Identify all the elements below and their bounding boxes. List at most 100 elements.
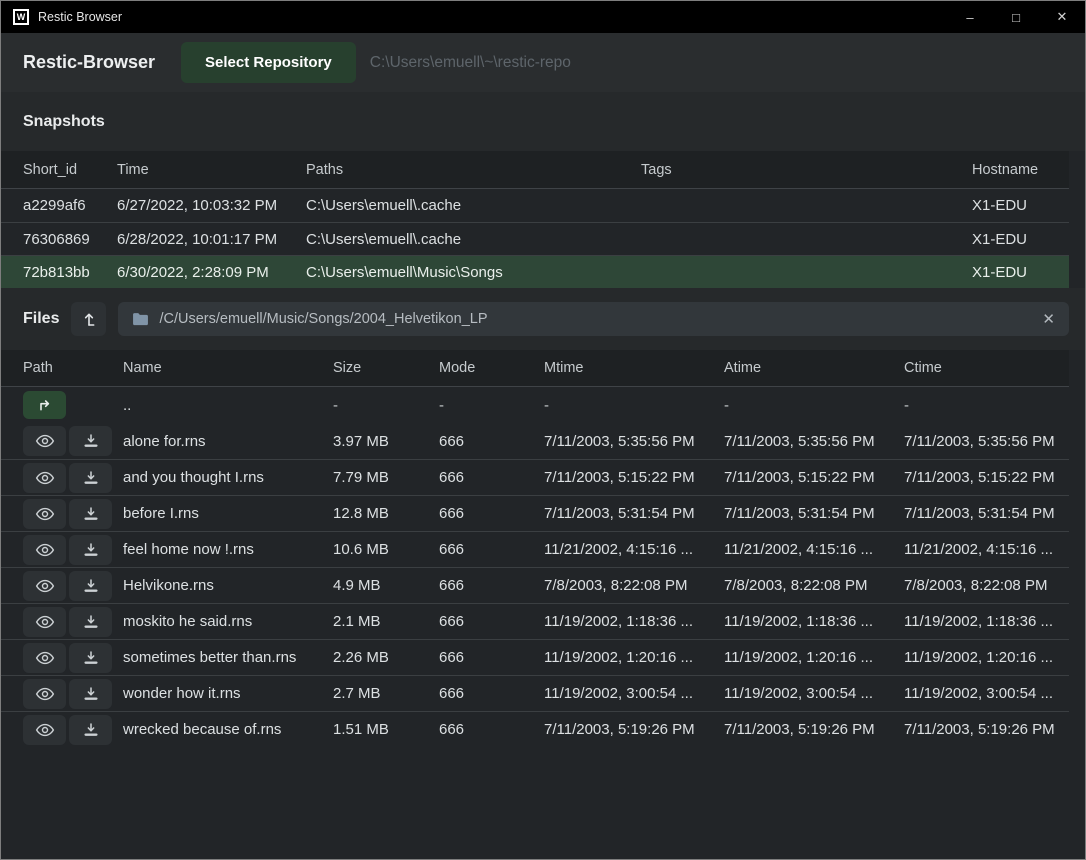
parent-row-mtime: -: [544, 396, 549, 414]
snapshot-short-id: a2299af6: [23, 197, 86, 214]
download-file-button[interactable]: [69, 426, 112, 456]
download-icon: [83, 506, 99, 522]
snapshot-time: 6/27/2022, 10:03:32 PM: [117, 197, 278, 214]
folder-icon: [132, 312, 149, 327]
snapshots-table-header: Short_id Time Paths Tags Hostname: [1, 151, 1069, 189]
download-file-button[interactable]: [69, 462, 112, 493]
eye-icon: [35, 650, 55, 666]
files-section-header: Files /C/Users/emuell/Music/Songs/2004_H…: [1, 288, 1085, 350]
file-ctime: 11/21/2002, 4:15:16 ...: [904, 541, 1054, 558]
download-file-button[interactable]: [69, 714, 112, 745]
snapshot-hostname: X1-EDU: [972, 263, 1028, 281]
file-name: alone for.rns: [123, 432, 206, 450]
file-size: 10.6 MB: [333, 541, 389, 558]
snapshot-row[interactable]: 72b813bb 6/30/2022, 2:28:09 PM C:\Users\…: [1, 255, 1069, 288]
go-to-root-button[interactable]: [71, 302, 107, 336]
download-icon: [83, 722, 99, 738]
go-up-button[interactable]: [23, 391, 66, 419]
file-row: alone for.rns 3.97 MB 666 7/11/2003, 5:3…: [1, 423, 1069, 459]
file-mtime: 11/19/2002, 1:20:16 ...: [544, 649, 694, 666]
preview-file-button[interactable]: [23, 642, 66, 673]
preview-file-button[interactable]: [23, 714, 66, 745]
file-mode: 666: [439, 685, 465, 702]
download-icon: [83, 470, 99, 486]
download-file-button[interactable]: [69, 606, 112, 637]
snapshot-short-id: 76306869: [23, 230, 90, 248]
download-icon: [83, 650, 99, 666]
eye-icon: [35, 686, 55, 702]
window-title: Restic Browser: [38, 10, 123, 24]
close-button[interactable]: ✕: [1056, 9, 1068, 24]
snapshots-table-body: a2299af6 6/27/2022, 10:03:32 PM C:\Users…: [1, 189, 1069, 288]
file-atime: 11/19/2002, 3:00:54 ...: [724, 685, 874, 702]
file-atime: 11/21/2002, 4:15:16 ...: [724, 541, 874, 558]
file-size: 4.9 MB: [333, 577, 381, 594]
current-path-text: /C/Users/emuell/Music/Songs/2004_Helveti…: [159, 311, 488, 327]
preview-file-button[interactable]: [23, 426, 66, 456]
snapshot-row[interactable]: 76306869 6/28/2022, 10:01:17 PM C:\Users…: [1, 222, 1069, 255]
download-file-button[interactable]: [69, 534, 112, 565]
preview-file-button[interactable]: [23, 498, 66, 529]
preview-file-button[interactable]: [23, 678, 66, 709]
file-name: and you thought I.rns: [123, 469, 264, 486]
download-file-button[interactable]: [69, 498, 112, 529]
column-header-tags: Tags: [641, 161, 672, 178]
download-file-button[interactable]: [69, 642, 112, 673]
repository-path: C:\Users\emuell\~\restic-repo: [369, 53, 571, 71]
file-name: sometimes better than.rns: [123, 649, 297, 666]
column-header-mode: Mode: [439, 360, 476, 376]
snapshot-time: 6/30/2022, 2:28:09 PM: [117, 263, 269, 281]
snapshots-section-header: Snapshots: [1, 92, 1085, 151]
minimize-button[interactable]: –: [966, 9, 974, 25]
file-size: 2.7 MB: [333, 685, 381, 702]
file-ctime: 7/11/2003, 5:31:54 PM: [904, 505, 1055, 522]
snapshot-hostname: X1-EDU: [972, 230, 1028, 248]
preview-file-button[interactable]: [23, 534, 66, 565]
column-header-mtime: Mtime: [544, 360, 584, 376]
file-size: 1.51 MB: [333, 721, 389, 738]
file-mtime: 7/8/2003, 8:22:08 PM: [544, 577, 688, 594]
file-name: wonder how it.rns: [123, 685, 241, 702]
column-header-short-id: Short_id: [23, 161, 78, 178]
preview-file-button[interactable]: [23, 606, 66, 637]
column-header-ctime: Ctime: [904, 360, 942, 376]
download-file-button[interactable]: [69, 678, 112, 709]
eye-icon: [35, 506, 55, 522]
snapshot-paths: C:\Users\emuell\Music\Songs: [306, 263, 503, 281]
download-icon: [83, 578, 99, 594]
snapshot-hostname: X1-EDU: [972, 197, 1028, 214]
file-row: sometimes better than.rns 2.26 MB 666 11…: [1, 639, 1069, 675]
download-file-button[interactable]: [69, 570, 112, 601]
app-title: Restic-Browser: [23, 52, 156, 72]
snapshot-paths: C:\Users\emuell\.cache: [306, 197, 462, 214]
file-name: feel home now !.rns: [123, 541, 254, 558]
file-atime: 7/11/2003, 5:19:26 PM: [724, 721, 875, 738]
file-name: moskito he said.rns: [123, 613, 253, 630]
file-ctime: 11/19/2002, 3:00:54 ...: [904, 685, 1054, 702]
column-header-path: Path: [23, 360, 53, 376]
file-mtime: 7/11/2003, 5:15:22 PM: [544, 469, 695, 486]
eye-icon: [35, 470, 55, 486]
preview-file-button[interactable]: [23, 462, 66, 493]
up-from-bar-icon: [81, 311, 97, 327]
file-ctime: 7/11/2003, 5:19:26 PM: [904, 721, 1055, 738]
preview-file-button[interactable]: [23, 570, 66, 601]
column-header-time: Time: [117, 161, 149, 178]
titlebar: W Restic Browser – □ ✕: [1, 1, 1085, 33]
file-row: and you thought I.rns 7.79 MB 666 7/11/2…: [1, 459, 1069, 495]
file-row: Helvikone.rns 4.9 MB 666 7/8/2003, 8:22:…: [1, 567, 1069, 603]
file-mode: 666: [439, 577, 465, 594]
file-atime: 11/19/2002, 1:18:36 ...: [724, 613, 874, 630]
file-mode: 666: [439, 541, 465, 558]
select-repository-button[interactable]: Select Repository: [181, 42, 356, 83]
download-icon: [83, 433, 99, 449]
file-ctime: 7/11/2003, 5:15:22 PM: [904, 469, 1055, 486]
file-row: before I.rns 12.8 MB 666 7/11/2003, 5:31…: [1, 495, 1069, 531]
file-atime: 7/8/2003, 8:22:08 PM: [724, 577, 868, 594]
column-header-name: Name: [123, 360, 162, 376]
maximize-button[interactable]: □: [1012, 9, 1020, 25]
current-path-bar[interactable]: /C/Users/emuell/Music/Songs/2004_Helveti…: [118, 302, 1069, 336]
clear-path-icon[interactable]: ✕: [1042, 311, 1055, 328]
snapshot-row[interactable]: a2299af6 6/27/2022, 10:03:32 PM C:\Users…: [1, 189, 1069, 222]
column-header-atime: Atime: [724, 360, 762, 376]
